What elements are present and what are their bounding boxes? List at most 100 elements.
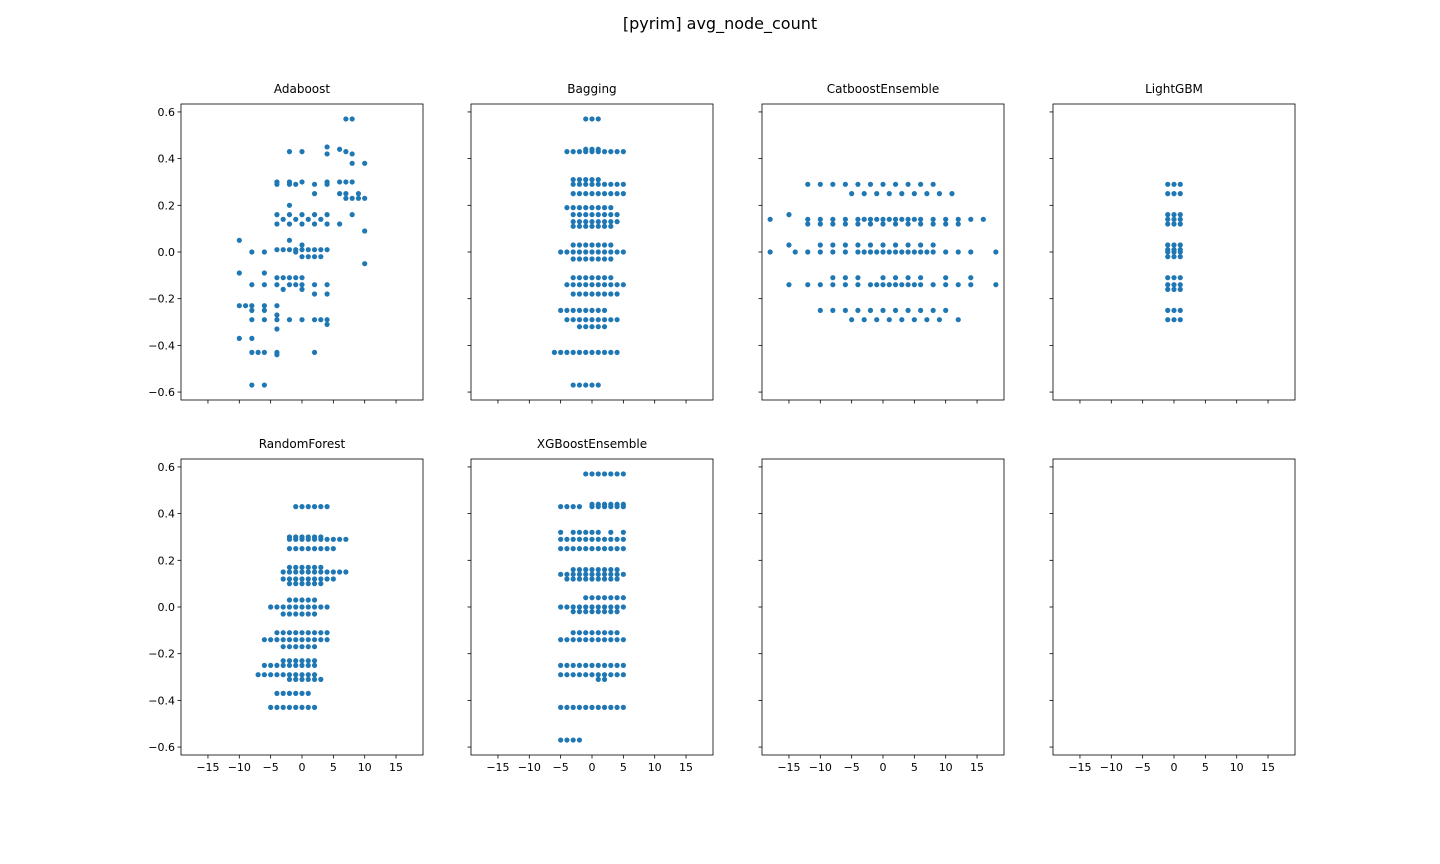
scatter-point — [280, 690, 286, 696]
scatter-point — [583, 609, 589, 615]
scatter-point — [570, 219, 576, 225]
scatter-point — [867, 282, 874, 288]
scatter-point — [614, 672, 620, 678]
scatter-point — [842, 181, 848, 187]
scatter-point — [293, 690, 299, 696]
scatter-point — [608, 637, 614, 643]
scatter-point — [293, 546, 299, 552]
scatter-point — [786, 282, 792, 288]
scatter-point — [576, 737, 583, 743]
x-tick-label: 15 — [389, 761, 403, 774]
scatter-point — [608, 571, 614, 577]
scatter-point — [830, 282, 836, 288]
scatter-point — [324, 291, 330, 297]
scatter-point — [874, 191, 880, 197]
scatter-point — [576, 630, 583, 636]
scatter-point — [293, 597, 299, 603]
scatter-point — [601, 249, 608, 255]
scatter-point — [293, 275, 299, 281]
scatter-point — [570, 212, 576, 218]
scatter-point — [589, 571, 595, 577]
scatter-point — [595, 275, 601, 281]
scatter-point — [595, 471, 601, 477]
scatter-point — [601, 637, 608, 643]
scatter-point — [274, 637, 280, 643]
scatter-point — [817, 216, 823, 222]
scatter-point — [324, 637, 330, 643]
scatter-point — [249, 249, 255, 255]
scatter-point — [1171, 275, 1177, 281]
scatter-point — [299, 179, 305, 185]
scatter-point — [930, 282, 936, 288]
scatter-point — [583, 149, 589, 155]
y-tick-label: −0.4 — [148, 339, 175, 352]
scatter-point — [930, 242, 936, 248]
scatter-point — [311, 546, 318, 552]
scatter-point — [293, 662, 299, 668]
scatter-point — [589, 546, 595, 552]
scatter-point — [595, 149, 601, 155]
scatter-point — [293, 249, 299, 255]
scatter-point — [886, 317, 892, 323]
scatter-point — [792, 249, 798, 255]
scatter-point — [905, 221, 911, 227]
scatter-point — [924, 191, 930, 197]
scatter-point — [1171, 212, 1177, 218]
scatter-point — [911, 282, 917, 288]
scatter-point — [589, 567, 595, 573]
scatter-point — [324, 630, 330, 636]
scatter-point — [608, 205, 614, 211]
scatter-point — [249, 307, 255, 313]
scatter-point — [576, 275, 583, 281]
scatter-point — [589, 595, 595, 601]
scatter-point — [614, 630, 620, 636]
scatter-point — [968, 216, 974, 222]
x-tick-label: 15 — [679, 761, 693, 774]
x-tick-label: 5 — [330, 761, 337, 774]
x-tick-label: 10 — [358, 761, 372, 774]
scatter-point — [570, 546, 576, 552]
scatter-point — [286, 536, 293, 542]
scatter-point — [595, 256, 601, 262]
scatter-point — [576, 571, 583, 577]
scatter-point — [1165, 286, 1171, 292]
scatter-point — [576, 307, 583, 313]
scatter-point — [570, 567, 576, 573]
y-tick-label: −0.6 — [148, 741, 175, 754]
scatter-point — [286, 644, 293, 650]
scatter-point — [918, 216, 924, 222]
scatter-point — [324, 546, 330, 552]
scatter-point — [324, 504, 330, 510]
scatter-point — [620, 149, 626, 155]
scatter-point — [880, 282, 886, 288]
scatter-point — [601, 223, 608, 229]
scatter-point — [274, 275, 280, 281]
scatter-point — [305, 597, 311, 603]
scatter-point — [305, 564, 311, 570]
scatter-point — [867, 221, 874, 227]
scatter-point — [570, 604, 576, 610]
scatter-point — [576, 256, 583, 262]
scatter-point — [311, 536, 318, 542]
scatter-point — [305, 658, 311, 664]
scatter-point — [305, 604, 311, 610]
scatter-point — [968, 275, 974, 281]
scatter-point — [311, 630, 318, 636]
scatter-point — [861, 191, 867, 197]
scatter-point — [274, 604, 280, 610]
scatter-point — [589, 504, 595, 510]
scatter-point — [576, 382, 583, 388]
scatter-point — [930, 221, 936, 227]
scatter-point — [608, 219, 614, 225]
scatter-point — [867, 249, 874, 255]
scatter-point — [614, 609, 620, 615]
scatter-point — [620, 536, 626, 542]
scatter-point — [589, 704, 595, 710]
scatter-point — [595, 282, 601, 288]
scatter-point — [601, 471, 608, 477]
scatter-point — [324, 181, 330, 187]
scatter-point — [583, 317, 589, 323]
scatter-point — [583, 630, 589, 636]
scatter-point — [595, 242, 601, 248]
scatter-point — [608, 471, 614, 477]
